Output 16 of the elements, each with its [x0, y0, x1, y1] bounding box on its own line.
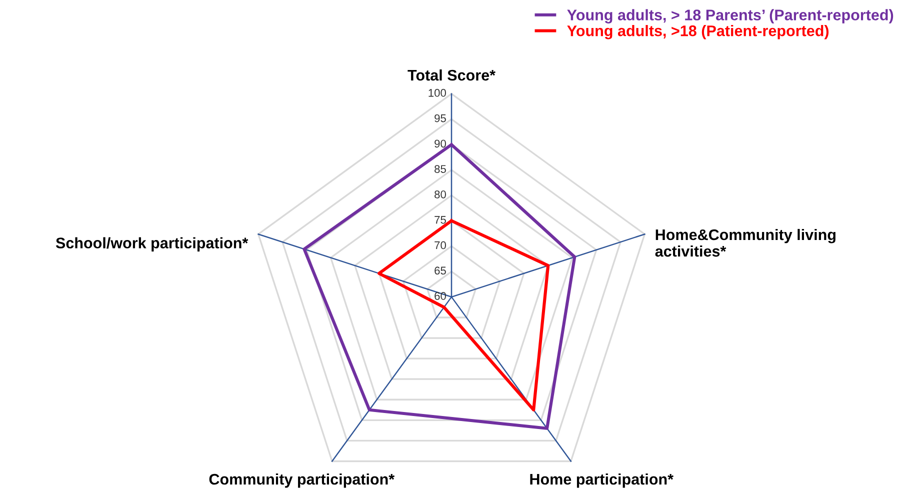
spoke-label: Community participation*	[209, 473, 395, 488]
y-tick-label: 65	[434, 266, 446, 275]
y-tick-label: 80	[434, 190, 446, 198]
legend-label: Young adults, >18 (Patient-reported)	[567, 25, 829, 40]
spoke-label: Total Score*	[408, 69, 496, 81]
y-tick-label: 90	[434, 140, 446, 148]
y-tick-label: 70	[434, 241, 446, 250]
y-tick-label: 60	[434, 292, 446, 300]
y-tick-label: 85	[434, 165, 446, 173]
spoke-label: Home participation*	[530, 473, 674, 488]
y-tick-label: 100	[428, 88, 446, 97]
y-tick-label: 95	[434, 114, 446, 122]
y-tick-label: 75	[434, 216, 446, 224]
spoke-label: School/work participation*	[56, 237, 248, 252]
spoke-label: Home&Community living activities*	[655, 228, 836, 257]
legend-label: Young adults, > 18 Parents’ (Parent-reported)	[567, 9, 894, 24]
